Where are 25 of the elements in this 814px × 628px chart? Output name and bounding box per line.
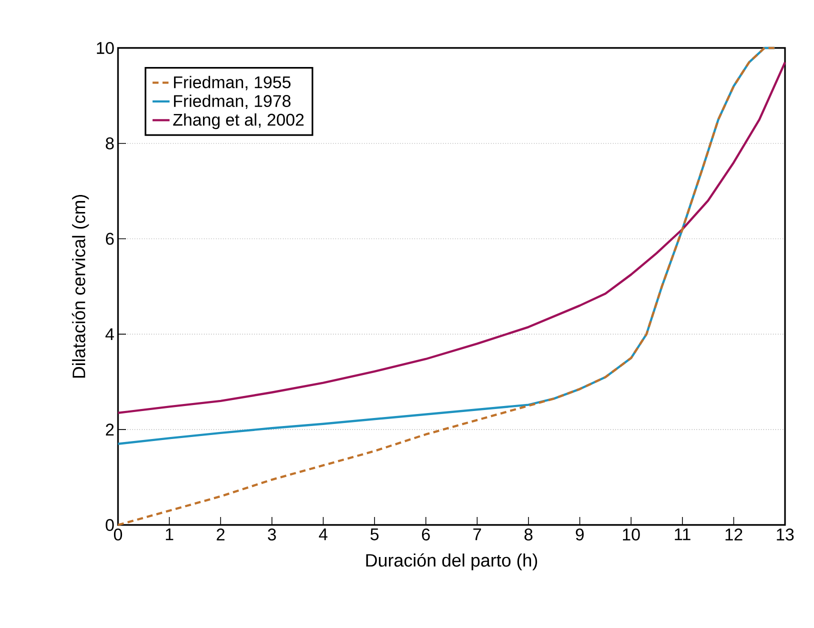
x-tick-label: 3 — [268, 528, 276, 540]
x-tick-label: 10 — [622, 528, 640, 540]
x-axis-title: Duración del parto (h) — [366, 553, 538, 570]
x-tick-label: 9 — [576, 528, 584, 540]
y-tick-label: 0 — [106, 518, 114, 531]
legend-label: Friedman, 1955 — [174, 76, 291, 90]
x-tick-label: 4 — [318, 528, 328, 540]
x-tick-label: 7 — [473, 528, 482, 540]
legend-label: Friedman, 1978 — [174, 94, 291, 110]
x-tick-label: 8 — [524, 528, 532, 540]
x-tick-label: 13 — [776, 528, 794, 540]
x-tick-label: 11 — [674, 528, 690, 540]
y-tick-label: 6 — [106, 232, 114, 245]
y-tick-label: 10 — [96, 42, 114, 54]
x-tick-label: 12 — [726, 528, 742, 540]
x-tick-label: 0 — [114, 528, 122, 540]
legend-label: Zhang et al, 2002 — [173, 113, 304, 130]
x-tick-label: 2 — [216, 528, 224, 540]
y-tick-label: 4 — [105, 328, 114, 340]
x-tick-label: 6 — [422, 528, 430, 540]
y-axis-title: Dilatación cervical (cm) — [72, 194, 89, 378]
x-tick-label: 5 — [370, 528, 379, 540]
y-tick-label: 8 — [106, 137, 114, 150]
y-tick-label: 2 — [106, 424, 114, 436]
x-tick-label: 1 — [166, 528, 174, 540]
